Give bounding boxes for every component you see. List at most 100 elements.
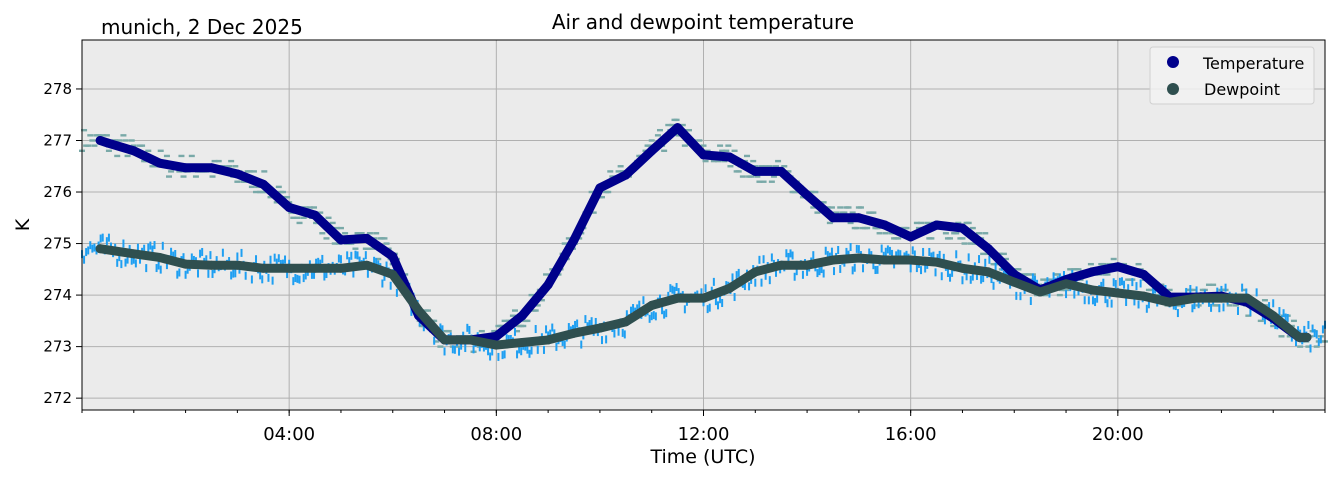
y-tick-label: 277 — [43, 131, 72, 149]
raw-dewpoint-mark — [101, 233, 104, 242]
raw-dewpoint-mark — [207, 269, 210, 278]
raw-dewpoint-mark — [1189, 285, 1192, 294]
raw-dewpoint-mark — [969, 275, 972, 284]
raw-dewpoint-mark — [837, 245, 840, 254]
raw-dewpoint-mark — [1100, 281, 1103, 290]
temperature-point — [750, 166, 760, 176]
raw-temperature-mark — [760, 180, 767, 183]
raw-dewpoint-mark — [1315, 330, 1318, 339]
raw-temperature-mark — [1313, 345, 1320, 348]
raw-dewpoint-mark — [1218, 304, 1221, 313]
raw-temperature-mark — [781, 165, 788, 168]
raw-temperature-mark — [661, 149, 668, 152]
raw-temperature-mark — [342, 232, 349, 235]
legend-dewpoint-label: Dewpoint — [1204, 80, 1280, 99]
raw-dewpoint-mark — [377, 260, 380, 269]
raw-dewpoint-mark — [87, 246, 90, 255]
dewpoint-point — [776, 260, 786, 270]
raw-dewpoint-mark — [704, 284, 707, 293]
raw-temperature-mark — [112, 139, 119, 142]
raw-dewpoint-mark — [758, 255, 761, 264]
raw-dewpoint-mark — [232, 269, 235, 278]
raw-temperature-mark — [1232, 304, 1239, 307]
raw-dewpoint-mark — [638, 300, 641, 309]
legend-temperature-marker — [1167, 56, 1179, 68]
raw-dewpoint-mark — [851, 266, 854, 275]
raw-temperature-mark — [833, 211, 840, 214]
raw-temperature-mark — [511, 309, 518, 312]
dewpoint-point — [310, 263, 320, 273]
raw-dewpoint-mark — [1015, 291, 1018, 300]
raw-dewpoint-mark — [433, 336, 436, 345]
raw-dewpoint-mark — [261, 275, 264, 284]
raw-dewpoint-mark — [922, 247, 925, 256]
raw-dewpoint-mark — [1087, 296, 1090, 305]
raw-temperature-mark — [306, 206, 313, 209]
raw-temperature-mark — [381, 237, 388, 240]
temperature-point — [155, 158, 165, 168]
raw-temperature-mark — [1210, 283, 1217, 286]
dewpoint-point — [854, 253, 864, 263]
dewpoint-point — [1139, 291, 1149, 301]
raw-dewpoint-mark — [1222, 303, 1225, 312]
raw-dewpoint-mark — [551, 323, 554, 332]
raw-dewpoint-mark — [199, 249, 202, 258]
raw-temperature-mark — [719, 149, 726, 152]
raw-temperature-mark — [228, 159, 235, 163]
temperature-point — [647, 146, 657, 156]
raw-dewpoint-mark — [184, 270, 187, 279]
raw-dewpoint-mark — [990, 275, 993, 284]
raw-dewpoint-mark — [588, 320, 591, 329]
raw-dewpoint-mark — [124, 258, 127, 267]
chart-title: Air and dewpoint temperature — [552, 10, 854, 34]
temperature-point — [880, 220, 890, 230]
raw-temperature-mark — [87, 134, 94, 137]
raw-dewpoint-mark — [296, 274, 299, 283]
raw-dewpoint-mark — [706, 305, 709, 314]
temperature-point — [258, 179, 268, 189]
raw-dewpoint-mark — [1207, 298, 1210, 307]
raw-dewpoint-mark — [1193, 301, 1196, 310]
raw-temperature-mark — [874, 226, 881, 230]
raw-dewpoint-mark — [762, 255, 765, 264]
raw-dewpoint-mark — [1096, 294, 1099, 303]
raw-dewpoint-mark — [793, 272, 796, 281]
legend-dewpoint-marker — [1167, 83, 1179, 95]
raw-temperature-mark — [383, 242, 390, 245]
raw-temperature-mark — [882, 232, 889, 235]
raw-dewpoint-mark — [489, 352, 492, 361]
temperature-point — [957, 223, 967, 233]
raw-dewpoint-mark — [735, 271, 738, 280]
raw-temperature-mark — [1087, 262, 1094, 266]
raw-dewpoint-mark — [197, 269, 200, 278]
x-tick-label: 04:00 — [263, 424, 315, 445]
raw-temperature-mark — [820, 201, 827, 204]
raw-temperature-mark — [590, 211, 597, 214]
temperature-point — [95, 135, 105, 145]
raw-dewpoint-mark — [650, 312, 653, 321]
raw-dewpoint-mark — [733, 293, 736, 302]
raw-dewpoint-mark — [1135, 282, 1138, 291]
temperature-point — [569, 235, 579, 245]
temperature-point — [595, 183, 605, 193]
temperature-point — [362, 233, 372, 243]
dewpoint-point — [440, 335, 450, 345]
dewpoint-point — [1191, 293, 1201, 303]
raw-temperature-mark — [1270, 324, 1277, 328]
raw-dewpoint-mark — [209, 251, 212, 260]
dewpoint-point — [362, 260, 372, 270]
raw-dewpoint-mark — [143, 244, 146, 253]
temperature-point — [673, 123, 683, 133]
raw-dewpoint-mark — [982, 274, 985, 283]
dewpoint-point — [465, 335, 475, 345]
raw-dewpoint-mark — [482, 343, 485, 352]
raw-dewpoint-mark — [994, 262, 997, 271]
x-tick-label: 16:00 — [885, 424, 937, 445]
y-tick-label: 272 — [43, 389, 72, 407]
raw-dewpoint-mark — [737, 268, 740, 277]
raw-dewpoint-mark — [284, 255, 287, 264]
raw-temperature-mark — [166, 175, 173, 178]
raw-dewpoint-mark — [913, 250, 916, 259]
raw-dewpoint-mark — [91, 244, 94, 253]
raw-temperature-mark — [947, 237, 954, 240]
